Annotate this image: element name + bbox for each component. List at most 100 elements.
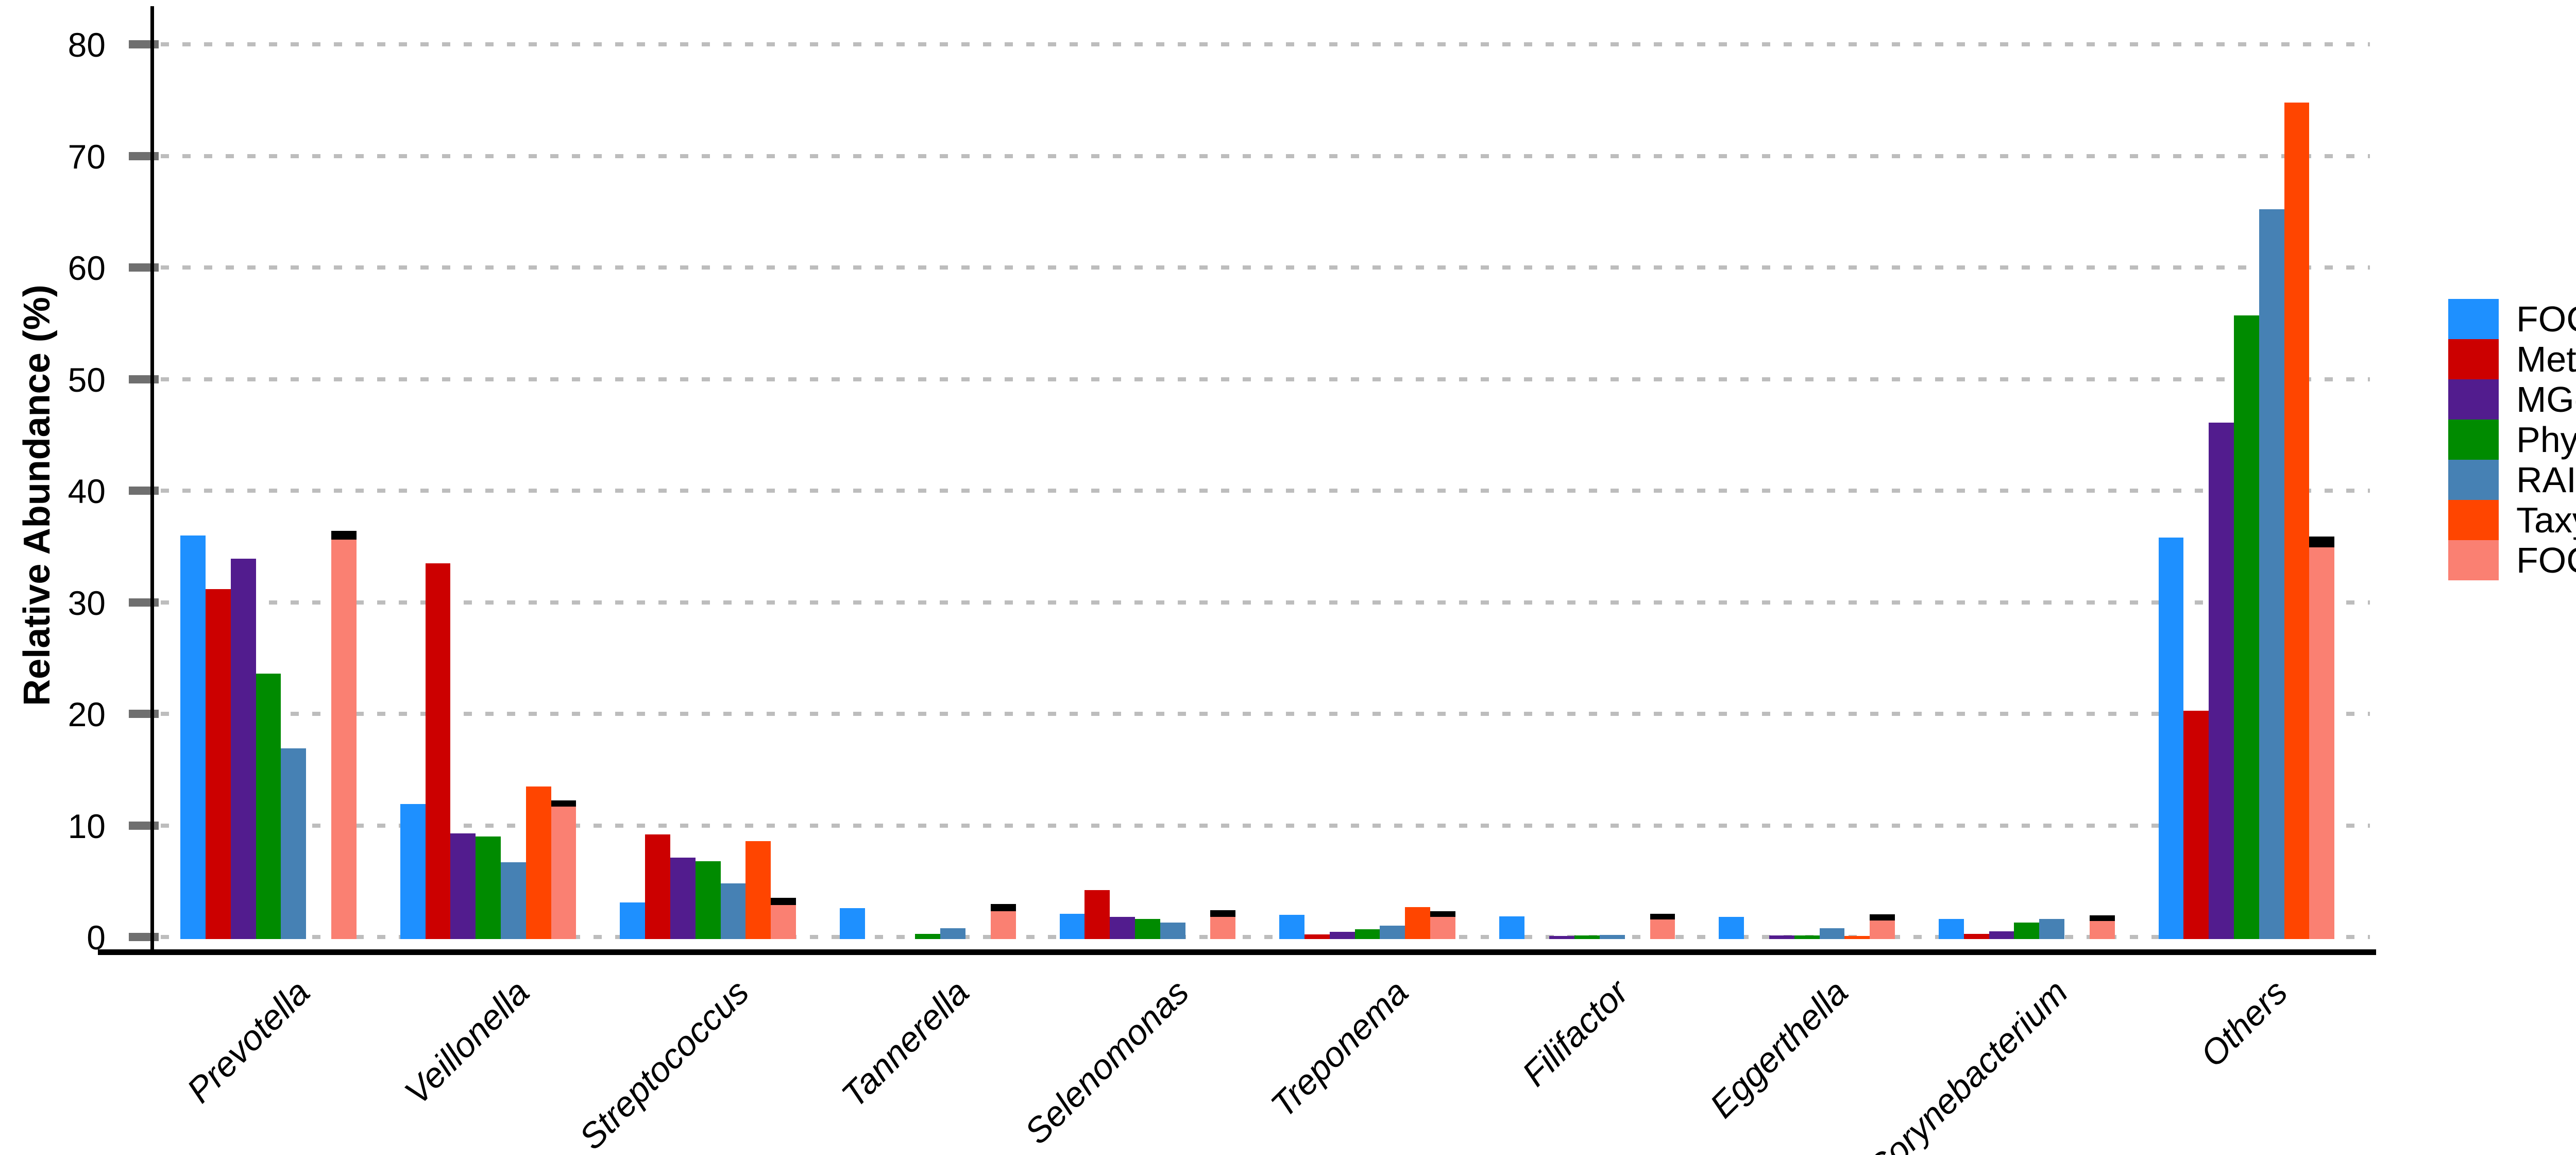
expected-value-marker bbox=[2089, 915, 2115, 921]
bar-phymmbl bbox=[476, 836, 501, 939]
x-category-label: Streptococcus bbox=[572, 972, 757, 1155]
bar-metaphlan bbox=[645, 834, 670, 939]
x-category-label: Eggerthella bbox=[1702, 972, 1856, 1126]
expected-value-marker bbox=[331, 530, 357, 540]
legend-label: PhymmBL bbox=[2516, 420, 2576, 460]
y-gridline bbox=[161, 377, 2370, 381]
bar-phymmbl bbox=[915, 933, 941, 939]
expected-value-marker bbox=[1870, 914, 1895, 920]
legend-swatch-focus bbox=[2448, 299, 2499, 339]
y-gridline bbox=[161, 265, 2370, 270]
y-tick-label: 70 bbox=[67, 137, 106, 176]
bar-taxy bbox=[1844, 935, 1870, 939]
bar-focus bbox=[400, 804, 426, 939]
bar-focus-mean- bbox=[1650, 919, 1675, 939]
x-category-label: Veillonella bbox=[397, 972, 537, 1112]
legend-label: FOCUS bbox=[2516, 299, 2576, 339]
bar-phymmbl bbox=[695, 861, 721, 939]
x-category-label: Tannerella bbox=[834, 972, 977, 1115]
expected-value-marker bbox=[551, 800, 577, 807]
bar-focus bbox=[1279, 914, 1304, 939]
legend-swatch-mg-rast bbox=[2448, 379, 2499, 420]
bar-raiphy bbox=[720, 883, 746, 939]
bar-raiphy bbox=[501, 862, 526, 939]
bar-metaphlan bbox=[1963, 933, 1989, 939]
y-tick-label: 20 bbox=[67, 695, 106, 733]
bar-taxy bbox=[745, 841, 771, 939]
x-category-label: Prevotella bbox=[179, 972, 317, 1111]
legend-swatch-focus-mean- bbox=[2448, 540, 2499, 580]
expected-value-marker bbox=[771, 898, 796, 906]
bar-metaphlan bbox=[2183, 710, 2209, 939]
y-gridline bbox=[161, 935, 2370, 939]
y-gridline bbox=[161, 42, 2370, 46]
y-axis-tick bbox=[129, 40, 159, 48]
legend-swatch-raiphy bbox=[2448, 460, 2499, 500]
x-category-label: Corynebacterium bbox=[1859, 972, 2076, 1155]
bar-phymmbl bbox=[256, 674, 281, 939]
y-tick-label: 60 bbox=[67, 249, 106, 287]
bar-focus-mean- bbox=[331, 540, 357, 939]
legend-label: RAIphy bbox=[2516, 460, 2576, 500]
bar-phymmbl bbox=[1354, 929, 1380, 939]
bar-raiphy bbox=[940, 928, 965, 939]
y-axis-tick bbox=[129, 487, 159, 495]
bar-focus bbox=[1939, 919, 1964, 939]
legend-swatch-phymmbl bbox=[2448, 420, 2499, 460]
bar-focus-mean- bbox=[990, 911, 1016, 939]
legend-label: MG-RAST bbox=[2516, 379, 2576, 420]
bar-raiphy bbox=[2259, 209, 2284, 939]
bar-focus-mean- bbox=[1870, 920, 1895, 939]
y-tick-label: 0 bbox=[87, 918, 106, 957]
bar-mg-rast bbox=[1110, 917, 1135, 939]
bar-mg-rast bbox=[1549, 935, 1575, 939]
y-tick-label: 80 bbox=[67, 26, 106, 64]
legend-swatch-metaphlan bbox=[2448, 339, 2499, 379]
bar-focus-mean- bbox=[771, 905, 796, 939]
legend-label: Taxy bbox=[2516, 500, 2576, 540]
y-gridline bbox=[161, 823, 2370, 828]
bar-phymmbl bbox=[2234, 315, 2259, 939]
bar-focus bbox=[180, 535, 206, 939]
bar-focus bbox=[620, 902, 646, 939]
y-axis-tick bbox=[129, 598, 159, 607]
y-axis-tick bbox=[129, 263, 159, 272]
bar-focus-mean- bbox=[1430, 917, 1455, 939]
bar-raiphy bbox=[1380, 926, 1405, 939]
bar-raiphy bbox=[1160, 922, 1185, 939]
bar-phymmbl bbox=[1135, 919, 1160, 939]
bar-focus bbox=[1499, 916, 1524, 939]
bar-focus bbox=[2158, 537, 2184, 939]
y-tick-label: 40 bbox=[67, 472, 106, 510]
bar-taxy bbox=[526, 786, 551, 939]
y-gridline bbox=[161, 154, 2370, 158]
y-axis-tick bbox=[129, 375, 159, 383]
bar-mg-rast bbox=[1989, 931, 2014, 939]
y-tick-label: 50 bbox=[67, 360, 106, 399]
bar-taxy bbox=[2284, 102, 2310, 939]
y-axis-tick bbox=[129, 152, 159, 160]
x-category-label: Treponema bbox=[1263, 972, 1416, 1125]
bar-raiphy bbox=[1819, 928, 1845, 939]
y-gridline bbox=[161, 712, 2370, 716]
bar-mg-rast bbox=[670, 858, 696, 939]
bar-raiphy bbox=[281, 748, 307, 939]
y-tick-label: 30 bbox=[67, 583, 106, 622]
y-axis-tick bbox=[129, 933, 159, 941]
legend-swatch-taxy bbox=[2448, 500, 2499, 540]
bar-focus bbox=[1059, 913, 1085, 939]
expected-value-marker bbox=[990, 904, 1016, 912]
expected-value-marker bbox=[2309, 536, 2335, 548]
bar-metaphlan bbox=[425, 563, 451, 939]
expected-value-marker bbox=[1210, 910, 1236, 917]
bar-focus-mean- bbox=[2089, 920, 2115, 939]
bar-mg-rast bbox=[1769, 935, 1794, 939]
bar-phymmbl bbox=[1794, 935, 1820, 939]
bar-raiphy bbox=[1600, 934, 1625, 939]
x-category-label: Filifactor bbox=[1514, 972, 1636, 1094]
x-category-label: Selenomonas bbox=[1017, 972, 1196, 1152]
bar-focus-mean- bbox=[2309, 547, 2335, 939]
bar-mg-rast bbox=[2209, 422, 2234, 939]
x-axis-line bbox=[98, 949, 2376, 955]
bar-phymmbl bbox=[2014, 922, 2040, 939]
